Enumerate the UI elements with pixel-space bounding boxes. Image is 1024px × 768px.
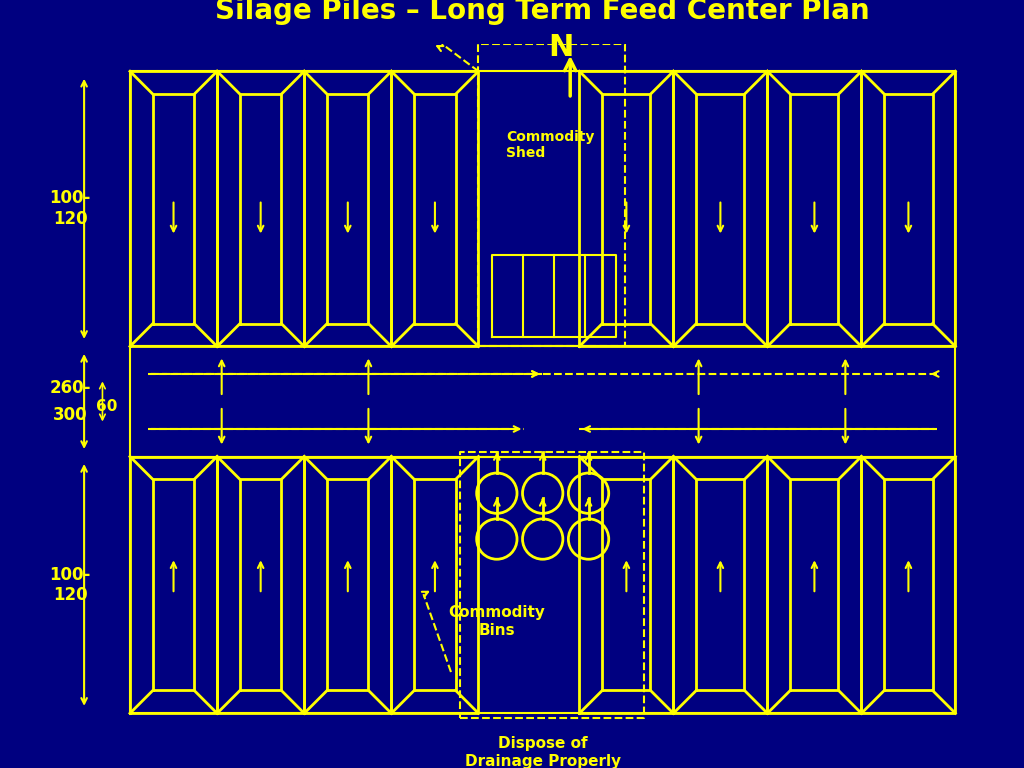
Text: Commodity
Shed: Commodity Shed	[506, 130, 594, 160]
Text: Commodity
Bins: Commodity Bins	[449, 605, 545, 637]
Text: 100-
120: 100- 120	[49, 190, 91, 228]
Text: N: N	[549, 33, 573, 62]
Text: Dispose of
Drainage Properly: Dispose of Drainage Properly	[465, 737, 621, 768]
Text: 300: 300	[53, 406, 88, 424]
Text: 100-
120: 100- 120	[49, 565, 91, 604]
Text: 260-: 260-	[49, 379, 91, 397]
Text: 60: 60	[96, 399, 118, 413]
Text: Silage Piles – Long Term Feed Center Plan: Silage Piles – Long Term Feed Center Pla…	[215, 0, 870, 25]
